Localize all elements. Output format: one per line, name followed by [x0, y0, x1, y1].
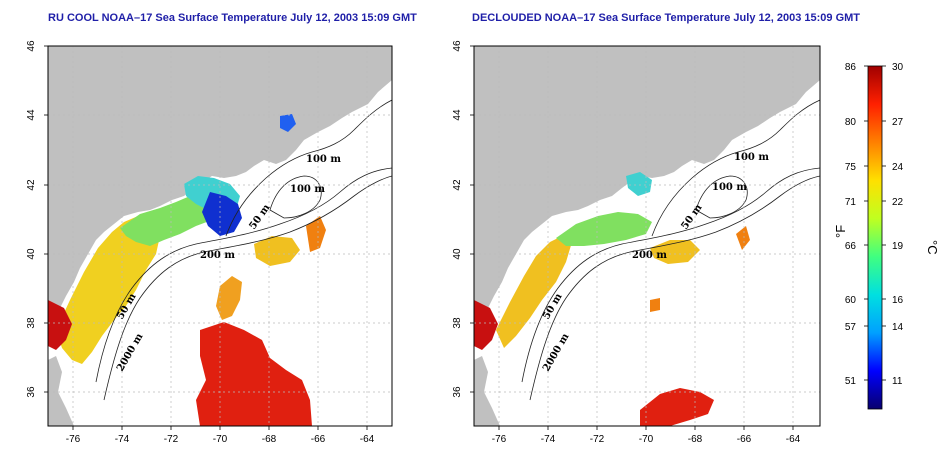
sst-patch-green: [556, 212, 652, 246]
lon-tick-label: -66: [311, 434, 326, 445]
fahrenheit-unit-label: °F: [833, 225, 848, 238]
lon-tick-label: -64: [360, 434, 375, 445]
grid-lines: [474, 46, 820, 426]
lon-tick-label: -76: [492, 434, 507, 445]
sst-patch-warm: [496, 236, 572, 348]
bathymetry-contour: [521, 167, 820, 383]
lat-tick-label: 36: [26, 386, 37, 398]
lon-tick-label: -74: [541, 434, 556, 445]
contour-label: 200 m: [632, 250, 667, 261]
sst-patch-red: [640, 388, 714, 426]
land-mass: [474, 46, 820, 340]
lon-tick-label: -72: [590, 434, 605, 445]
celsius-tick-label: 22: [892, 197, 904, 208]
lat-tick-label: 40: [452, 248, 463, 260]
lon-tick-label: -72: [164, 434, 179, 445]
fahrenheit-tick-label: 60: [845, 295, 857, 306]
lon-tick-label: -66: [737, 434, 752, 445]
lat-tick-label: 36: [452, 386, 463, 398]
lon-tick-label: -70: [213, 434, 228, 445]
lon-tick-label: -64: [786, 434, 801, 445]
colorbar-scale: [867, 65, 883, 410]
bathymetry-contour: [103, 175, 392, 401]
fahrenheit-tick-label: 71: [845, 197, 857, 208]
land-mass: [48, 46, 392, 340]
sst-patch-warm: [56, 216, 160, 364]
lat-tick-label: 44: [452, 109, 463, 121]
celsius-tick-label: 19: [892, 241, 904, 252]
sst-patch-cold: [202, 192, 242, 236]
celsius-tick-label: 24: [892, 162, 904, 173]
colorbar-ticks: 86 80 75 71 66 60 57 51 30 27 24 22 19 16 14 11: [845, 62, 904, 387]
contour-label: 100 m: [290, 184, 325, 195]
bathymetry-contour: [651, 99, 820, 237]
celsius-tick-label: 27: [892, 117, 904, 128]
bathymetry-contour: [225, 99, 392, 237]
fahrenheit-tick-label: 51: [845, 376, 857, 387]
celsius-tick-label: 30: [892, 62, 904, 73]
bathymetry-contour: [95, 167, 392, 383]
fahrenheit-tick-label: 66: [845, 241, 857, 252]
sst-patch-cyan: [626, 172, 652, 196]
fahrenheit-tick-label: 57: [845, 322, 857, 333]
celsius-tick-label: 16: [892, 295, 904, 306]
lat-tick-label: 40: [26, 248, 37, 260]
contour-label: 100 m: [306, 154, 341, 165]
grid-lines: [48, 46, 392, 426]
sst-patch-orange: [306, 216, 326, 252]
right-axis-ticks: -76 -74 -72 -70 -68 -66 -64 46 44 42 40 38 36: [452, 40, 801, 445]
lat-tick-label: 44: [26, 109, 37, 121]
sst-patch-orange: [216, 276, 242, 320]
sst-patch-orange: [736, 226, 750, 250]
lon-tick-label: -68: [262, 434, 277, 445]
right-map-panel: 100 m 100 m 50 m 200 m 50 m 2000 m -76 -7…: [452, 40, 821, 445]
fahrenheit-tick-label: 86: [845, 62, 857, 73]
celsius-tick-label: 14: [892, 322, 904, 333]
right-panel-title: DECLOUDED NOAA–17 Sea Surface Temperatur…: [472, 12, 861, 24]
lon-tick-label: -74: [115, 434, 130, 445]
contour-label: 200 m: [200, 250, 235, 261]
land-mass: [48, 356, 74, 426]
lat-tick-label: 46: [26, 40, 37, 52]
sst-patch-green: [120, 192, 222, 246]
sst-patch-red: [196, 322, 312, 426]
land-mass: [678, 60, 820, 134]
right-map-frame: [473, 45, 821, 427]
left-panel-title: RU COOL NOAA–17 Sea Surface Temperature …: [48, 12, 417, 24]
lon-tick-label: -70: [639, 434, 654, 445]
sst-patch-cold: [280, 114, 296, 132]
contour-label: 100 m: [734, 152, 769, 163]
celsius-unit-label: °C: [925, 240, 940, 255]
sst-patch-red: [48, 300, 72, 350]
lat-tick-label: 46: [452, 40, 463, 52]
lat-tick-label: 42: [26, 179, 37, 191]
left-axis-ticks: -76 -74 -72 -70 -68 -66 -64 46 44 42 40 38 36: [26, 40, 375, 445]
bathymetry-contour: [529, 175, 820, 401]
sst-patch-orange: [650, 298, 660, 312]
contour-label: 100 m: [712, 182, 747, 193]
lat-tick-label: 42: [452, 179, 463, 191]
lat-tick-label: 38: [452, 317, 463, 329]
lat-tick-label: 38: [26, 317, 37, 329]
fahrenheit-tick-label: 75: [845, 162, 857, 173]
sst-patch-red: [474, 300, 498, 350]
lon-tick-label: -76: [66, 434, 81, 445]
fahrenheit-tick-label: 80: [845, 117, 857, 128]
lon-tick-label: -68: [688, 434, 703, 445]
left-map-panel: 100 m 100 m 50 m 200 m 50 m 2000 m -76 -7…: [26, 40, 393, 445]
sst-patch-yellow: [254, 236, 300, 266]
celsius-tick-label: 11: [892, 376, 903, 387]
land-mass: [474, 356, 500, 426]
colorbar: 86 80 75 71 66 60 57 51 30 27 24 22 19 16 14 11 °F °C: [833, 62, 940, 410]
